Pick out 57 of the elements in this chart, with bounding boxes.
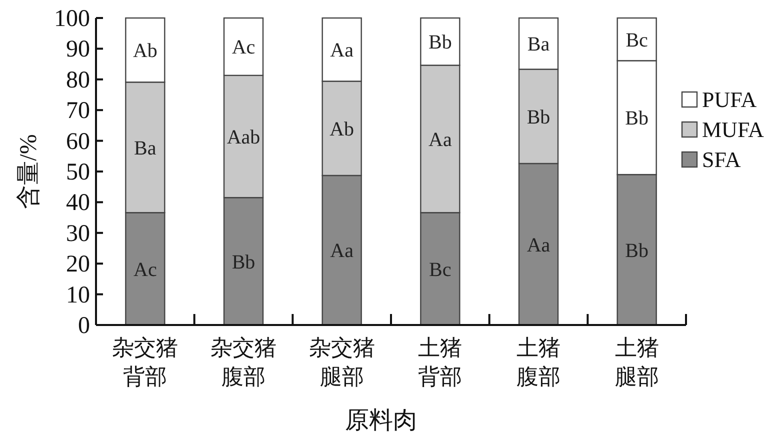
y-tick-label: 80 bbox=[66, 67, 90, 94]
bar bbox=[322, 174, 362, 326]
bar bbox=[616, 174, 657, 326]
bar bbox=[420, 64, 460, 214]
y-tick-label: 100 bbox=[54, 6, 90, 32]
x-tick-label: 杂交猪背部 bbox=[112, 335, 178, 389]
data-label: Aab bbox=[226, 126, 260, 148]
bar bbox=[616, 17, 657, 62]
bar bbox=[518, 17, 559, 70]
data-label: Bb bbox=[625, 240, 649, 262]
x-tick-label: 土猪腹部 bbox=[516, 335, 560, 389]
x-tick-label: 杂交猪腹部 bbox=[210, 335, 276, 389]
legend-label: MUFA bbox=[702, 117, 764, 142]
y-tick-label: 10 bbox=[66, 282, 90, 308]
y-tick-label: 20 bbox=[66, 252, 90, 278]
bar bbox=[322, 17, 362, 82]
bar bbox=[125, 82, 166, 214]
data-label: Ab bbox=[132, 40, 158, 62]
data-label: Aa bbox=[330, 40, 354, 62]
legend-label: PUFA bbox=[702, 87, 757, 112]
x-tick-label: 杂交猪腿部 bbox=[308, 335, 375, 389]
data-label: Ba bbox=[134, 137, 156, 160]
data-label: Ac bbox=[134, 258, 157, 281]
bar bbox=[125, 212, 166, 326]
y-tick-label: 30 bbox=[66, 220, 90, 247]
y-tick-label: 0 bbox=[78, 313, 90, 339]
data-label: Bc bbox=[626, 29, 648, 52]
bar bbox=[420, 212, 460, 326]
y-tick-label: 50 bbox=[66, 160, 90, 186]
y-tick-label: 40 bbox=[66, 190, 90, 216]
data-label: Ab bbox=[330, 118, 354, 140]
data-label: Bb bbox=[625, 108, 649, 130]
data-label: Aa bbox=[526, 234, 550, 256]
data-label: Bb bbox=[526, 106, 550, 128]
data-label: Ac bbox=[232, 36, 256, 59]
data-label: Aa bbox=[428, 128, 452, 151]
bar bbox=[223, 196, 264, 326]
bar bbox=[125, 17, 166, 83]
y-tick-label: 90 bbox=[66, 36, 90, 63]
bar bbox=[322, 80, 362, 176]
bar bbox=[223, 74, 264, 198]
bar bbox=[420, 17, 460, 66]
x-axis-title: 原料肉 bbox=[345, 408, 417, 434]
legend-label: SFA bbox=[702, 147, 741, 172]
bar bbox=[518, 162, 559, 326]
x-tick-label: 土猪背部 bbox=[418, 335, 462, 389]
y-tick-label: 70 bbox=[66, 98, 90, 124]
data-label: Aa bbox=[330, 240, 354, 262]
data-label: Bb bbox=[232, 251, 256, 274]
data-label: Bb bbox=[428, 32, 452, 54]
y-tick-label: 60 bbox=[66, 128, 90, 155]
y-axis-title: 含量/% bbox=[16, 134, 42, 209]
data-label: Bc bbox=[429, 258, 452, 281]
data-label: Ba bbox=[527, 34, 550, 56]
x-tick-label: 土猪腿部 bbox=[614, 335, 659, 389]
bar bbox=[518, 68, 559, 164]
bar bbox=[223, 17, 264, 76]
